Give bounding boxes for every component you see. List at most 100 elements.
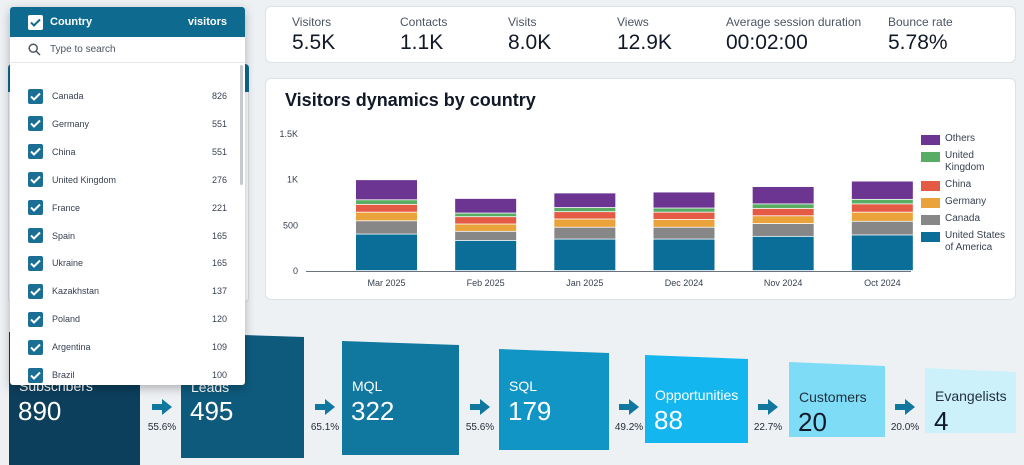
bar-segment-others[interactable]: [554, 193, 616, 208]
dropdown-header[interactable]: Country visitors: [10, 7, 245, 37]
bar-segment-united-kingdom[interactable]: [356, 200, 417, 204]
bar-segment-germany[interactable]: [356, 212, 417, 221]
item-name: France: [52, 202, 81, 213]
bar-segment-germany[interactable]: [653, 219, 715, 227]
bar-segment-china[interactable]: [851, 204, 913, 212]
legend-item[interactable]: Germany: [921, 196, 1016, 208]
bar-segment-others[interactable]: [653, 192, 715, 208]
country-list[interactable]: Canada 826 Germany 551 China 551 United Kingdo…: [10, 63, 245, 385]
x-tick-label: Nov 2024: [764, 278, 803, 288]
check-icon: [30, 287, 41, 296]
bar-segment-germany[interactable]: [851, 212, 913, 221]
funnel-conversion: 20.0%: [885, 398, 925, 433]
kpi-value: 5.78%: [888, 31, 948, 54]
list-item-argentina[interactable]: Argentina 109: [10, 333, 245, 361]
bar-segment-united-kingdom[interactable]: [554, 207, 616, 212]
bar-segment-canada[interactable]: [752, 223, 814, 236]
bar-segment-china[interactable]: [356, 204, 417, 212]
legend-item[interactable]: Others: [921, 133, 1016, 145]
item-checkbox[interactable]: [28, 200, 43, 216]
y-tick-label: 1.5K: [279, 129, 298, 139]
list-item-ukraine[interactable]: Ukraine 165: [10, 249, 245, 277]
bar-segment-united-kingdom[interactable]: [455, 213, 517, 217]
funnel-stage-evangelists[interactable]: Evangelists 4: [925, 363, 1016, 436]
bar-segment-united-states-of-america[interactable]: [554, 239, 616, 271]
bar-segment-canada[interactable]: [851, 221, 913, 235]
funnel-stage-value: 179: [508, 396, 552, 426]
item-checkbox[interactable]: [28, 339, 43, 355]
legend-label: United Kingdom: [945, 150, 985, 173]
select-all-checkbox[interactable]: [28, 14, 43, 30]
bar-segment-canada[interactable]: [455, 231, 517, 241]
bar-segment-united-states-of-america[interactable]: [851, 235, 913, 271]
item-checkbox[interactable]: [28, 367, 43, 383]
funnel-stage-opportunities[interactable]: Opportunities 88: [645, 350, 748, 443]
item-name: Canada: [52, 91, 84, 101]
bar-segment-china[interactable]: [455, 217, 517, 224]
list-item-partial[interactable]: [10, 63, 245, 69]
list-item-kazakhstan[interactable]: Kazakhstan 137: [10, 277, 245, 305]
bar-segment-united-kingdom[interactable]: [752, 204, 814, 209]
list-item-brazil[interactable]: Brazil 100: [10, 361, 245, 385]
item-checkbox[interactable]: [28, 255, 43, 271]
bar-segment-germany[interactable]: [554, 219, 616, 227]
kpi-value: 1.1K: [400, 31, 444, 54]
list-item-canada[interactable]: Canada 826: [10, 82, 245, 110]
list-item-china[interactable]: China 551: [10, 138, 245, 166]
legend-item[interactable]: United States of America: [921, 230, 1016, 254]
bar-segment-others[interactable]: [455, 198, 517, 213]
bar-segment-canada[interactable]: [653, 227, 715, 239]
kpi-value: 12.9K: [617, 31, 672, 54]
kpi-label: Bounce rate: [888, 15, 953, 29]
funnel-stage-customers[interactable]: Customers 20: [789, 357, 885, 437]
bar-segment-germany[interactable]: [752, 216, 814, 224]
bar-segment-united-kingdom[interactable]: [851, 199, 913, 204]
bar-segment-others[interactable]: [356, 180, 417, 200]
list-item-united-kingdom[interactable]: United Kingdom 276: [10, 166, 245, 194]
list-item-germany[interactable]: Germany 551: [10, 110, 245, 138]
bar-segment-united-states-of-america[interactable]: [752, 236, 814, 271]
item-checkbox[interactable]: [28, 144, 43, 160]
check-icon: [30, 203, 41, 213]
list-item-poland[interactable]: Poland 120: [10, 305, 245, 333]
legend-item[interactable]: United Kingdom: [921, 150, 1016, 174]
bar-segment-united-states-of-america[interactable]: [653, 239, 715, 271]
bar-segment-united-states-of-america[interactable]: [455, 240, 517, 271]
bar-segment-china[interactable]: [554, 212, 616, 219]
item-checkbox[interactable]: [28, 116, 43, 132]
bar-segment-united-states-of-america[interactable]: [356, 234, 417, 271]
dropdown-scrollbar[interactable]: [240, 65, 243, 185]
item-checkbox[interactable]: [28, 228, 43, 243]
funnel-stage-mql[interactable]: MQL 322: [342, 336, 459, 455]
list-item-france[interactable]: France 221: [10, 194, 245, 222]
item-count: 120: [211, 314, 227, 325]
legend-item[interactable]: Canada: [921, 213, 1016, 225]
chart-title: Visitors dynamics by country: [285, 90, 536, 110]
item-checkbox[interactable]: [28, 311, 43, 327]
y-tick-label: 0: [293, 266, 298, 276]
bar-segment-canada[interactable]: [554, 227, 616, 239]
funnel-stage-value: 20: [798, 407, 827, 437]
funnel-stage-label: Evangelists: [935, 388, 1007, 404]
bar-segment-china[interactable]: [752, 208, 814, 216]
search-input[interactable]: [50, 44, 220, 55]
item-name: Poland: [52, 314, 81, 325]
bar-segment-others[interactable]: [752, 186, 814, 204]
bar-segment-canada[interactable]: [356, 221, 417, 234]
funnel-stage-sql[interactable]: SQL 179: [499, 344, 609, 450]
legend-item[interactable]: China: [921, 179, 1016, 191]
item-count: 137: [211, 286, 227, 297]
item-checkbox[interactable]: [28, 283, 43, 299]
item-checkbox[interactable]: [28, 88, 43, 104]
item-checkbox[interactable]: [28, 172, 43, 188]
country-dropdown[interactable]: Country visitors Canada826Germany551Chin…: [10, 7, 245, 385]
list-item-spain[interactable]: Spain 165: [10, 222, 245, 250]
bar-segment-united-kingdom[interactable]: [653, 208, 715, 212]
bar-segment-china[interactable]: [653, 212, 715, 220]
x-tick-label: Feb 2025: [467, 278, 505, 288]
funnel-stage-value: 322: [351, 396, 395, 426]
kpi-label: Views: [617, 15, 649, 29]
bar-segment-germany[interactable]: [455, 224, 517, 231]
kpi-views: Views 12.9K: [617, 15, 672, 55]
bar-segment-others[interactable]: [851, 181, 913, 199]
